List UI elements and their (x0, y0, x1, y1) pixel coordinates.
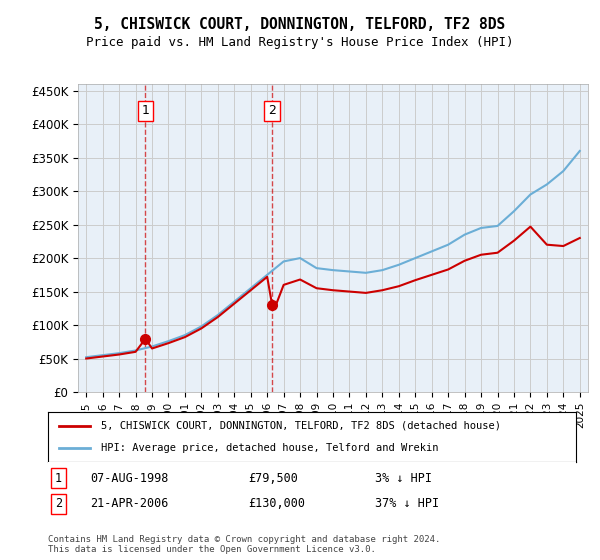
Text: £130,000: £130,000 (248, 497, 305, 510)
Text: 07-AUG-1998: 07-AUG-1998 (90, 472, 169, 484)
Text: 1: 1 (55, 472, 62, 484)
Text: 1: 1 (142, 104, 149, 117)
Text: 21-APR-2006: 21-APR-2006 (90, 497, 169, 510)
Text: 2: 2 (268, 104, 276, 117)
Text: 5, CHISWICK COURT, DONNINGTON, TELFORD, TF2 8DS: 5, CHISWICK COURT, DONNINGTON, TELFORD, … (94, 17, 506, 32)
Text: £79,500: £79,500 (248, 472, 299, 484)
Text: 5, CHISWICK COURT, DONNINGTON, TELFORD, TF2 8DS (detached house): 5, CHISWICK COURT, DONNINGTON, TELFORD, … (101, 421, 501, 431)
Text: 3% ↓ HPI: 3% ↓ HPI (376, 472, 433, 484)
Text: 37% ↓ HPI: 37% ↓ HPI (376, 497, 439, 510)
Text: HPI: Average price, detached house, Telford and Wrekin: HPI: Average price, detached house, Telf… (101, 443, 438, 453)
Text: 2: 2 (55, 497, 62, 510)
Text: Contains HM Land Registry data © Crown copyright and database right 2024.
This d: Contains HM Land Registry data © Crown c… (48, 535, 440, 554)
Text: Price paid vs. HM Land Registry's House Price Index (HPI): Price paid vs. HM Land Registry's House … (86, 36, 514, 49)
